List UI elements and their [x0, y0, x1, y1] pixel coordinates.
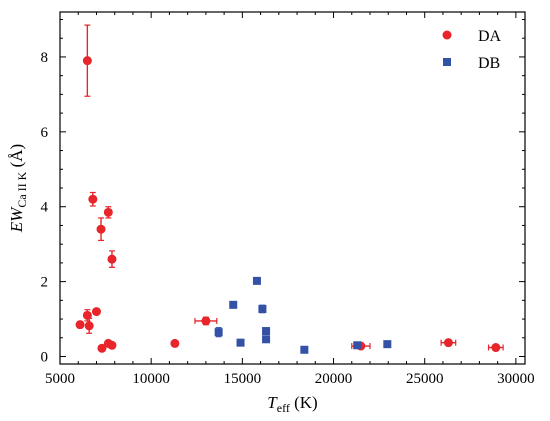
data-point-db: [383, 340, 392, 349]
data-point-da: [491, 343, 501, 353]
data-point-da: [75, 320, 85, 330]
y-axis-title-main: EW: [7, 206, 26, 233]
data-point-da: [82, 56, 92, 66]
data-marks: [75, 24, 504, 354]
series-db: [214, 276, 392, 354]
data-point-da: [97, 343, 107, 353]
x-tick-label: 10000: [132, 371, 170, 387]
legend-marker-da: [442, 30, 452, 40]
data-point-db: [262, 335, 271, 344]
x-tick-label: 30000: [497, 371, 535, 387]
y-axis-title: EWCa II K (Å): [7, 144, 29, 233]
x-axis-title-unit: (K): [294, 393, 318, 412]
plot-frame: [59, 11, 526, 365]
data-point-db: [300, 345, 309, 354]
x-axis-title: Teff (K): [267, 393, 317, 415]
data-point-db: [262, 327, 271, 336]
data-point-da: [103, 207, 113, 217]
y-tick-label: 8: [41, 50, 49, 66]
x-axis-title-sub: eff: [277, 401, 290, 415]
data-point-da: [107, 254, 117, 264]
data-point-db: [229, 300, 238, 309]
data-point-db: [252, 276, 261, 285]
data-point-da: [201, 316, 211, 326]
data-point-db: [258, 304, 267, 313]
x-axis-title-main: T: [267, 393, 278, 412]
x-tick-label: 20000: [315, 371, 353, 387]
data-point-db: [214, 328, 223, 337]
data-point-da: [170, 338, 180, 348]
x-tick-label: 15000: [224, 371, 262, 387]
data-point-db: [353, 341, 362, 350]
y-axis-title-unit: (Å): [7, 144, 26, 168]
legend-marker-db: [443, 58, 451, 66]
y-tick-label: 6: [41, 125, 49, 141]
data-point-da: [96, 224, 106, 234]
data-point-da: [88, 194, 98, 204]
legend-label-da: DA: [478, 28, 502, 45]
y-tick-label: 0: [41, 350, 49, 366]
y-axis-title-sub: Ca II K: [15, 171, 29, 207]
legend-label-db: DB: [478, 55, 500, 72]
data-point-da: [107, 340, 117, 350]
data-point-da: [443, 338, 453, 348]
y-tick-label: 4: [41, 200, 49, 216]
data-point-da: [82, 310, 92, 320]
x-tick-label: 5000: [45, 371, 75, 387]
data-point-db: [236, 338, 245, 347]
x-tick-label: 25000: [406, 371, 444, 387]
legend: DA DB: [442, 28, 502, 72]
series-da: [75, 24, 504, 353]
y-tick-label: 2: [41, 275, 49, 291]
data-point-da: [84, 321, 94, 331]
data-point-da: [91, 307, 101, 317]
axis-ticks: 5000 10000 15000 20000 25000 30000 0 2 4 6 8: [41, 12, 535, 387]
